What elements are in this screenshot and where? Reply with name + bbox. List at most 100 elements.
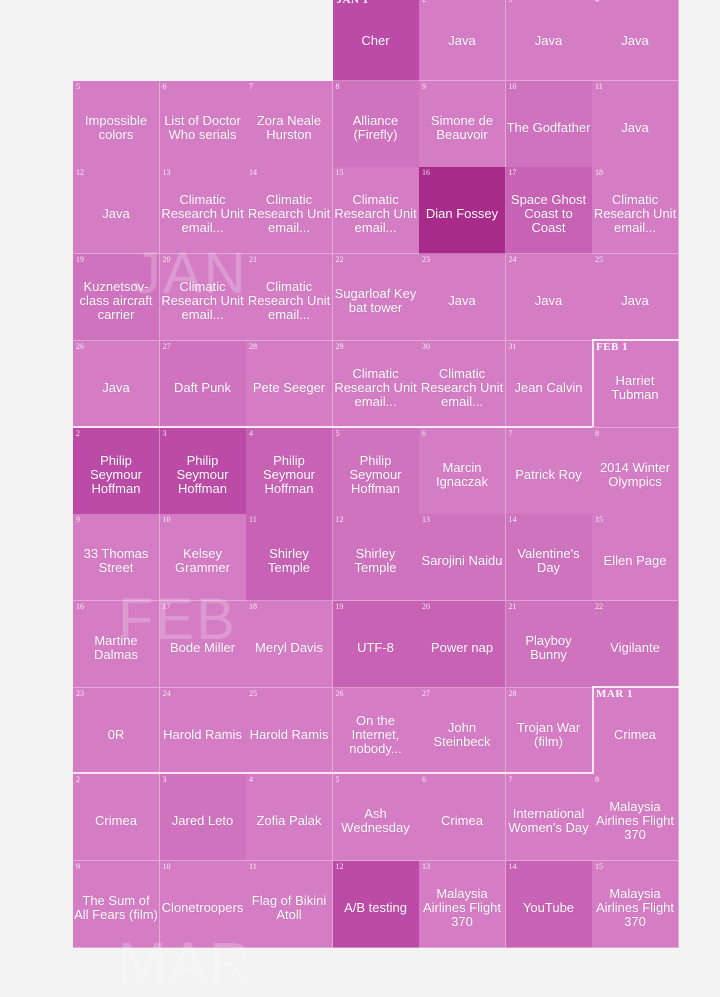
day-cell[interactable]: 21 Climatic Research Unit email... (246, 254, 333, 342)
day-cell[interactable]: 15 Climatic Research Unit email... (332, 167, 420, 255)
article-title: A/B testing (344, 900, 407, 915)
day-cell[interactable]: 15 Ellen Page (592, 514, 679, 602)
day-cell[interactable]: 13 Climatic Research Unit email... (159, 167, 247, 255)
article-title: Harriet Tubman (611, 372, 659, 402)
day-cell[interactable]: 13 Malaysia Airlines Flight 370 (419, 861, 506, 948)
day-cell[interactable]: 2 Philip Seymour Hoffman (73, 427, 160, 515)
day-cell[interactable]: 17 Space Ghost Coast to Coast (505, 167, 593, 255)
day-cell[interactable]: 10 Kelsey Grammer (159, 514, 247, 602)
day-cell[interactable]: 11 Java (592, 80, 679, 168)
day-cell[interactable]: 22 Sugarloaf Key bat tower (332, 254, 420, 342)
day-cell[interactable]: 4 Java (592, 0, 679, 81)
day-cell[interactable]: 7 International Women's Day (505, 774, 593, 862)
day-cell[interactable]: 19 UTF-8 (332, 600, 420, 688)
day-cell[interactable]: 2 Crimea (73, 774, 160, 862)
day-cell[interactable]: 9 Simone de Beauvoir (419, 80, 506, 168)
day-cell[interactable]: FEB 1 Harriet Tubman (592, 340, 679, 428)
day-cell[interactable]: 6 Crimea (419, 774, 506, 862)
day-cell[interactable]: 7 Zora Neale Hurston (246, 80, 333, 168)
day-cell[interactable]: 21 Playboy Bunny (505, 600, 593, 688)
day-cell[interactable]: 29 Climatic Research Unit email... (332, 340, 420, 428)
day-number: 9 (76, 515, 80, 525)
day-cell[interactable]: 10 The Godfather (505, 80, 593, 168)
day-cell[interactable]: 5 Ash Wednesday (332, 774, 420, 862)
article-title: Java (534, 33, 563, 48)
month-start-date: MAR 1 (596, 687, 634, 700)
article-title: 33 Thomas Street (83, 546, 149, 576)
day-cell[interactable]: 24 Harold Ramis (159, 687, 247, 775)
day-cell[interactable]: 28 Trojan War (film) (505, 687, 593, 775)
day-cell[interactable]: 18 Meryl Davis (246, 600, 333, 688)
day-cell[interactable]: 5 Impossible colors (73, 80, 160, 168)
day-cell[interactable]: 22 Vigilante (592, 600, 679, 688)
day-cell[interactable]: 14 Valentine's Day (505, 514, 593, 602)
day-cell[interactable]: 16 Martine Dalmas (73, 600, 160, 688)
day-cell[interactable]: 25 Harold Ramis (246, 687, 333, 775)
day-cell[interactable]: 13 Sarojini Naidu (419, 514, 506, 602)
article-title: Climatic Research Unit email... (247, 192, 331, 236)
day-cell[interactable]: 30 Climatic Research Unit email... (419, 340, 506, 428)
day-cell[interactable]: 31 Jean Calvin (505, 340, 593, 428)
day-cell[interactable]: 23 0R (73, 687, 160, 775)
day-cell[interactable]: 20 Power nap (419, 600, 506, 688)
day-number: 3 (162, 775, 167, 785)
day-cell[interactable]: 14 Climatic Research Unit email... (246, 167, 333, 255)
article-title: Jared Leto (171, 813, 234, 829)
day-number: 27 (162, 341, 171, 351)
article-title: Martine Dalmas (93, 632, 139, 662)
day-cell[interactable]: 4 Philip Seymour Hoffman (246, 427, 333, 515)
day-cell[interactable]: 11 Shirley Temple (246, 514, 333, 602)
day-cell[interactable]: 12 Shirley Temple (332, 514, 420, 602)
day-cell[interactable]: 5 Philip Seymour Hoffman (332, 427, 420, 515)
day-cell[interactable]: 9 The Sum of All Fears (film) (73, 861, 160, 948)
day-cell[interactable]: 23 Java (419, 254, 506, 342)
day-cell[interactable]: 4 Zofia Palak (246, 774, 333, 862)
day-cell[interactable]: 27 Daft Punk (159, 340, 247, 428)
day-cell[interactable]: 14 YouTube (505, 861, 593, 948)
article-title: Kelsey Grammer (175, 546, 230, 576)
day-number: 3 (162, 428, 167, 438)
day-cell[interactable]: 27 John Steinbeck (419, 687, 506, 775)
day-cell[interactable]: 11 Flag of Bikini Atoll (246, 861, 333, 948)
day-cell[interactable]: 25 Java (592, 254, 679, 342)
day-cell[interactable]: 2 Java (419, 0, 506, 81)
day-cell[interactable]: 16 Dian Fossey (419, 167, 506, 255)
day-cell[interactable]: 19 Kuznetsov-class aircraft carrier (73, 254, 160, 342)
article-title: Climatic Research Unit email... (334, 365, 417, 409)
day-cell[interactable]: 15 Malaysia Airlines Flight 370 (592, 861, 679, 948)
day-cell[interactable]: 28 Pete Seeger (246, 340, 333, 428)
article-title: List of Doctor Who serials (164, 112, 241, 142)
day-cell[interactable]: 17 Bode Miller (159, 600, 247, 688)
day-cell[interactable]: 12 A/B testing (332, 861, 420, 948)
article-title: Philip Seymour Hoffman (262, 452, 316, 496)
day-cell[interactable]: 20 Climatic Research Unit email... (159, 254, 247, 342)
day-cell[interactable]: 10 Clonetroopers (159, 861, 247, 948)
day-number: 11 (595, 81, 603, 91)
day-cell[interactable]: 3 Java (505, 0, 593, 81)
day-cell[interactable]: 26 Java (73, 340, 160, 428)
article-title: Java (102, 379, 130, 395)
article-title: Malaysia Airlines Flight 370 (595, 799, 675, 843)
article-title: Zora Neale Hurston (256, 112, 322, 142)
day-cell[interactable]: JAN 1 Cher (332, 0, 420, 81)
day-cell[interactable]: 8 Alliance (Firefly) (332, 80, 420, 168)
day-cell[interactable]: 8 Malaysia Airlines Flight 370 (592, 774, 679, 862)
article-title: Java (448, 293, 476, 309)
day-cell[interactable]: 26 On the Internet, nobody... (332, 687, 420, 775)
day-cell[interactable]: 7 Patrick Roy (505, 427, 593, 515)
day-cell[interactable]: 8 2014 Winter Olympics (592, 427, 679, 515)
day-cell[interactable]: MAR 1 Crimea (592, 687, 679, 775)
day-cell[interactable]: 18 Climatic Research Unit email... (592, 167, 679, 255)
day-number: 30 (422, 341, 430, 351)
day-number: 2 (422, 0, 426, 5)
day-number: 4 (249, 428, 253, 438)
day-cell[interactable]: 24 Java (505, 254, 593, 342)
day-cell[interactable]: 6 List of Doctor Who serials (159, 80, 247, 168)
day-cell[interactable]: 9 33 Thomas Street (73, 514, 160, 602)
day-cell[interactable]: 3 Jared Leto (159, 774, 247, 862)
day-cell[interactable]: 6 Marcin Ignaczak (419, 427, 506, 515)
day-cell[interactable]: 3 Philip Seymour Hoffman (159, 427, 247, 515)
day-number: 23 (76, 688, 84, 698)
day-number: 29 (335, 341, 344, 351)
day-cell[interactable]: 12 Java (73, 167, 160, 255)
